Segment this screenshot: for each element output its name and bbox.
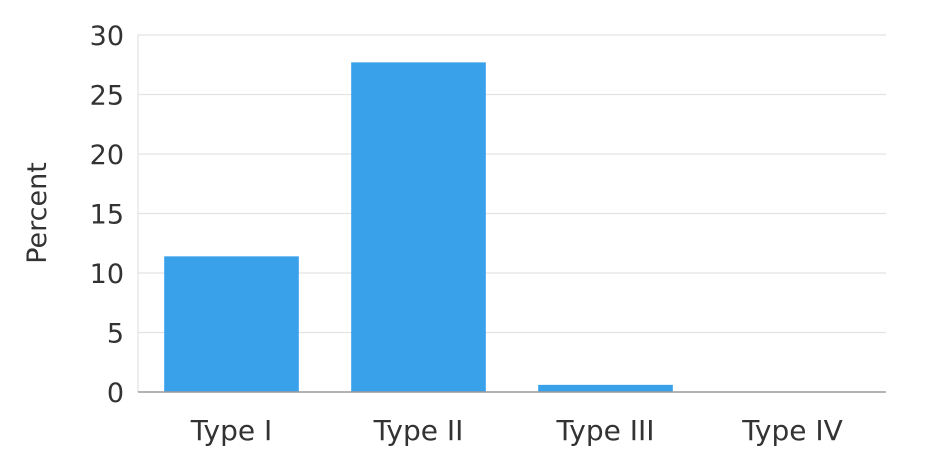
y-tick-label: 10 (90, 259, 124, 290)
y-tick-label: 25 (90, 81, 124, 112)
x-tick-label: Type I (190, 414, 272, 447)
bar-type-i (164, 256, 299, 392)
x-tick-label: Type IV (741, 414, 843, 447)
x-tick-label: Type III (556, 414, 655, 447)
y-tick-labels: 0 5 10 15 20 25 30 (90, 21, 124, 409)
y-axis-title: Percent (22, 162, 53, 264)
x-tick-labels: Type I Type II Type III Type IV (190, 414, 843, 447)
y-tick-label: 15 (90, 200, 124, 231)
y-tick-label: 30 (90, 21, 124, 52)
y-tick-label: 20 (90, 140, 124, 171)
y-tick-label: 0 (107, 378, 124, 409)
bar-type-iii (538, 384, 673, 392)
bars (164, 62, 673, 393)
bar-type-ii (351, 62, 486, 393)
y-tick-label: 5 (107, 319, 124, 350)
x-tick-label: Type II (373, 414, 464, 447)
